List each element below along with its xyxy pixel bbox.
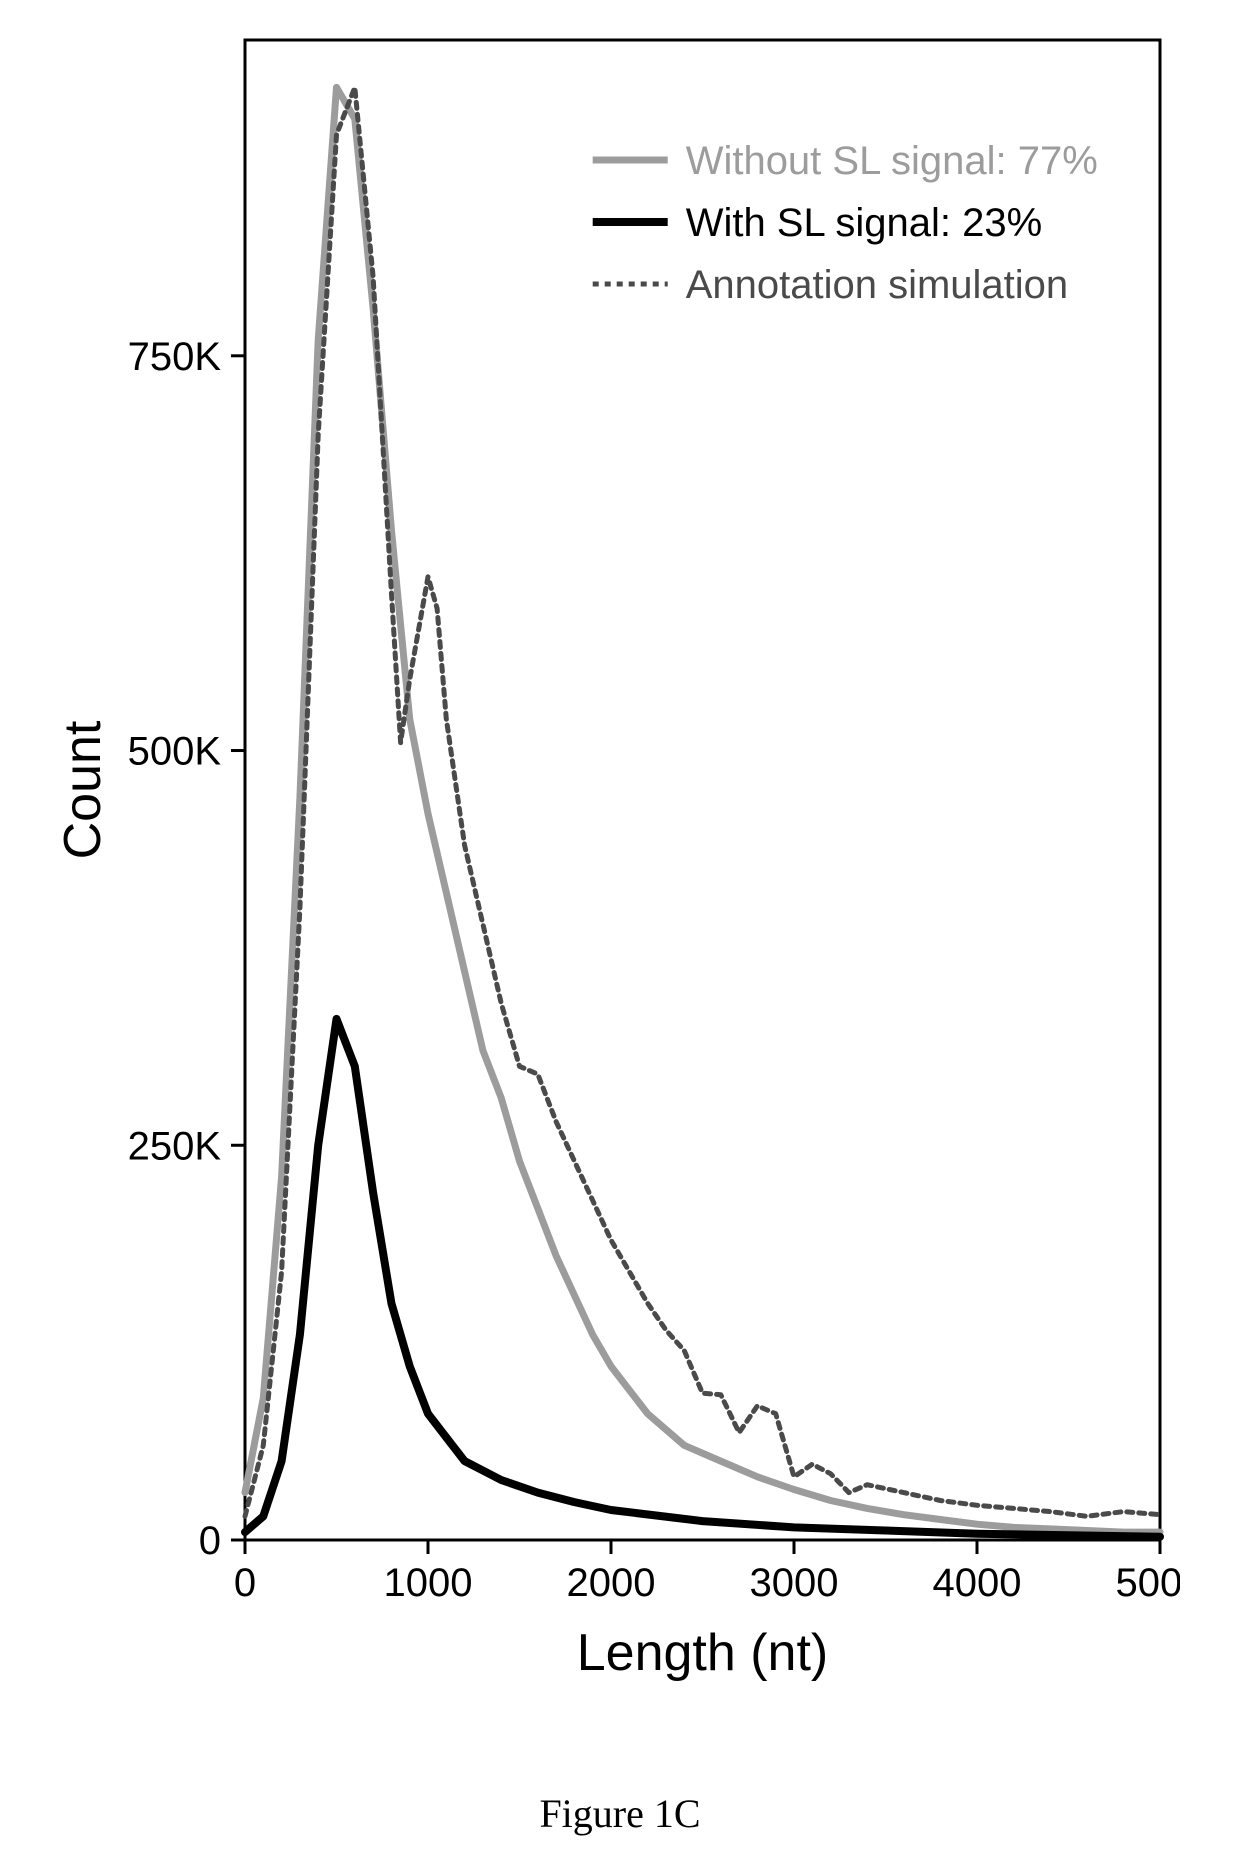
y-tick-label: 750K <box>128 335 222 379</box>
length-distribution-chart: 0 1000 2000 3000 4000 5000 0 250K 500K 750K Length… <box>60 30 1180 1710</box>
x-tick-label: 3000 <box>750 1561 839 1605</box>
x-tick-label: 4000 <box>933 1561 1022 1605</box>
x-tick-label: 1000 <box>384 1561 473 1605</box>
legend-label: With SL signal: 23% <box>686 201 1042 245</box>
x-tick-label: 2000 <box>567 1561 656 1605</box>
x-axis-label: Length (nt) <box>577 1624 829 1682</box>
chart-svg: 0 1000 2000 3000 4000 5000 0 250K 500K 750K Length… <box>60 30 1180 1710</box>
legend-label: Annotation simulation <box>686 263 1068 307</box>
page: 0 1000 2000 3000 4000 5000 0 250K 500K 750K Length… <box>0 0 1240 1857</box>
y-tick-label: 250K <box>128 1124 222 1168</box>
x-tick-label: 0 <box>234 1561 256 1605</box>
y-tick-label: 500K <box>128 730 222 774</box>
x-tick-label: 5000 <box>1116 1561 1180 1605</box>
legend-label: Without SL signal: 77% <box>686 139 1098 183</box>
figure-caption: Figure 1C <box>0 1790 1240 1837</box>
y-tick-label: 0 <box>199 1519 221 1563</box>
y-axis-label: Count <box>60 720 112 859</box>
